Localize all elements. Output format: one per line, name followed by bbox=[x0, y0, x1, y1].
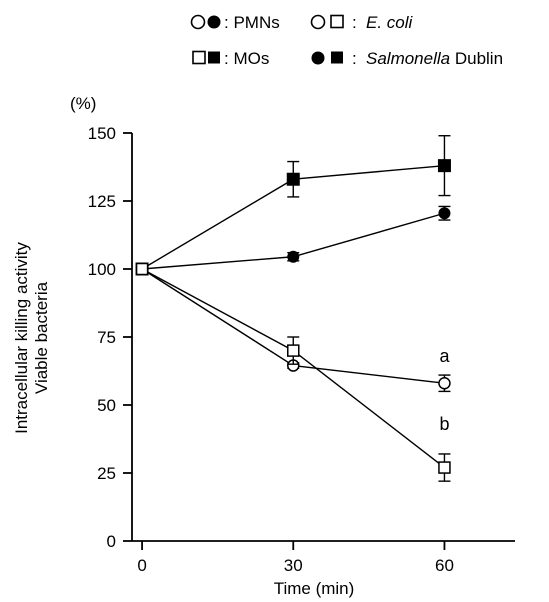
x-tick-label: 0 bbox=[137, 556, 146, 575]
legend-row-1: : PMNs : E. coli bbox=[190, 13, 414, 32]
legend-filled-square-marker bbox=[208, 51, 220, 64]
y-tick-label: 150 bbox=[88, 124, 116, 143]
legend-pmns-label: : PMNs bbox=[224, 13, 280, 32]
legend-filled-square-marker-2 bbox=[331, 51, 343, 64]
legend-filled-circle-marker bbox=[207, 15, 221, 29]
series bbox=[135, 135, 451, 482]
legend-ecoli-label: E. coli bbox=[366, 13, 414, 32]
y-tick-label: 25 bbox=[97, 464, 116, 483]
annotation-a: a bbox=[439, 346, 450, 366]
legend-open-square-marker-2 bbox=[192, 50, 206, 65]
data-point-square bbox=[286, 172, 300, 186]
data-point-circle bbox=[438, 207, 451, 220]
x-axis-label: Time (min) bbox=[274, 579, 355, 598]
legend-open-circle-marker-2 bbox=[310, 14, 326, 30]
y-axis-label-line-1: Intracellular killing activity bbox=[12, 242, 31, 434]
legend: : PMNs : E. coli : MOs : Salmonella Dubl… bbox=[190, 13, 503, 68]
y-tick-label: 100 bbox=[88, 260, 116, 279]
data-point-circle bbox=[438, 376, 451, 390]
y-tick-label: 0 bbox=[107, 532, 116, 551]
data-point-square bbox=[287, 344, 300, 357]
legend-salmonella-label: Salmonella Dublin bbox=[366, 49, 503, 68]
x-tick-label: 60 bbox=[435, 556, 454, 575]
legend-colon-1: : bbox=[352, 13, 357, 32]
y-tick-label: 125 bbox=[88, 192, 116, 211]
legend-open-square-marker bbox=[330, 14, 344, 29]
y-ticks: 0 25 50 75 100 125 150 bbox=[88, 124, 132, 551]
data-point-square bbox=[437, 159, 451, 173]
unit-label: (%) bbox=[70, 94, 96, 113]
legend-filled-circle-marker-2 bbox=[311, 51, 325, 65]
data-point-square bbox=[438, 461, 451, 474]
annotations: ab bbox=[439, 346, 450, 434]
data-point-circle bbox=[287, 250, 300, 263]
x-tick-label: 30 bbox=[284, 556, 303, 575]
legend-colon-2: : bbox=[352, 49, 357, 68]
data-point-square bbox=[135, 262, 149, 276]
legend-row-2: : MOs : Salmonella Dublin bbox=[192, 49, 503, 68]
x-ticks: 0 30 60 bbox=[137, 541, 454, 575]
y-axis-label-line-2: Viable bacteria bbox=[32, 281, 51, 394]
legend-salmonella-italic: Salmonella bbox=[366, 49, 450, 68]
y-tick-label: 50 bbox=[97, 396, 116, 415]
y-tick-label: 75 bbox=[97, 328, 116, 347]
legend-mos-label: : MOs bbox=[224, 49, 269, 68]
legend-open-circle-marker bbox=[190, 14, 206, 30]
legend-salmonella-rest: Dublin bbox=[450, 49, 503, 68]
annotation-b: b bbox=[439, 414, 449, 434]
